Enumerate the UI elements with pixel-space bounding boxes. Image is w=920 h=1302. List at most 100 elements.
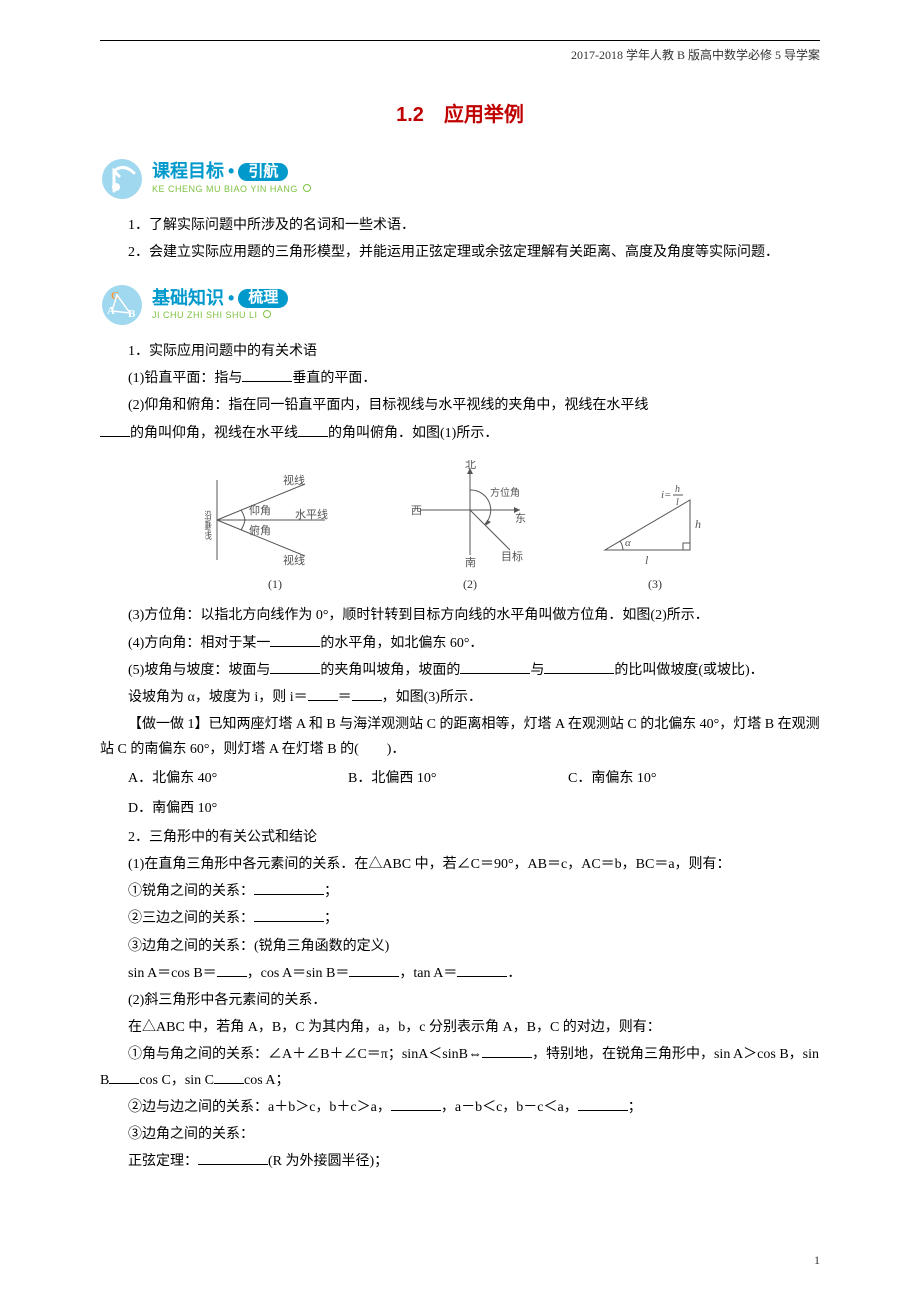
text: 正弦定理：	[128, 1154, 198, 1169]
svg-text:南: 南	[465, 556, 476, 569]
text: ，如图(3)所示．	[382, 690, 482, 705]
text: ；	[324, 884, 338, 899]
sec2-q4: 正弦定理： (R 为外接圆半径)；	[100, 1149, 820, 1174]
sec1-p6: 设坡角为 α，坡度为 i，则 i＝ ＝ ，如图(3)所示．	[100, 685, 820, 710]
banner-goals-cn: 课程目标	[152, 162, 224, 182]
blank	[308, 687, 338, 701]
banner-basics-icon: C A B	[100, 283, 144, 327]
blank	[109, 1070, 139, 1084]
svg-text:俯角: 俯角	[249, 523, 271, 537]
sec1-p4: (4)方向角：相对于某一的水平角，如北偏东 60°．	[100, 631, 820, 656]
text: (2)仰角和俯角：指在同一铅直平面内，目标视线与水平视线的夹角中，视线在水平线	[128, 398, 648, 413]
text: ＝	[338, 690, 352, 705]
option-d: D．南偏西 10°	[128, 796, 348, 821]
exercise-1-stem: 【做一做 1】已知两座灯塔 A 和 B 与海洋观测站 C 的距离相等，灯塔 A …	[100, 712, 820, 762]
banner-goals-text: 课程目标 • 引航 KE CHENG MU BIAO YIN HANG	[152, 162, 311, 195]
sec2-l4: sin A＝cos B＝，cos A＝sin B＝，tan A＝．	[100, 961, 820, 986]
blank	[254, 881, 324, 895]
sec1-p2-cont: 的角叫仰角，视线在水平线 的角叫俯角．如图(1)所示．	[100, 421, 820, 446]
text: ①锐角之间的关系：	[128, 884, 254, 899]
header-rule	[100, 40, 820, 41]
sec2-q2: ②边与边之间的关系：a＋b＞c，b＋c＞a， ，a－b＜c，b－c＜a， ；	[100, 1095, 820, 1120]
sec2-p3: 在△ABC 中，若角 A，B，C 为其内角，a，b，c 分别表示角 A，B，C …	[100, 1015, 820, 1040]
banner-goals-pinyin: KE CHENG MU BIAO YIN HANG	[152, 184, 298, 194]
blank	[100, 423, 130, 437]
sec2-l1: ①锐角之间的关系： ；	[100, 879, 820, 904]
option-c: C．南偏东 10°	[568, 766, 788, 791]
blank	[198, 1151, 268, 1165]
svg-text:B: B	[128, 308, 136, 320]
svg-text:l: l	[676, 497, 679, 508]
text: ①角与角之间的关系：∠A＋∠B＋∠C＝π；sinA＜sinB⇔	[128, 1047, 482, 1062]
text: 垂直的平面．	[292, 371, 376, 386]
running-head: 2017-2018 学年人教 B 版高中数学必修 5 导学案	[100, 45, 820, 67]
text: 的水平角，如北偏东 60°．	[320, 636, 483, 651]
sec2-heading: 2．三角形中的有关公式和结论	[100, 825, 820, 850]
figure-3-caption: (3)	[595, 574, 715, 596]
blank	[349, 963, 399, 977]
sec2-p2: (2)斜三角形中各元素间的关系．	[100, 988, 820, 1013]
text: 的角叫俯角．如图(1)所示．	[328, 426, 498, 441]
svg-text:l: l	[645, 553, 649, 567]
goal-2: 2．会建立实际应用题的三角形模型，并能运用正弦定理或余弦定理解有关距离、高度及角…	[100, 240, 820, 265]
svg-text:目标: 目标	[501, 549, 523, 563]
text: cos C，sin C	[139, 1073, 214, 1088]
goal-1: 1．了解实际问题中所涉及的名词和一些术语．	[100, 213, 820, 238]
blank	[214, 1070, 244, 1084]
page-number: 1	[814, 1250, 820, 1272]
blank	[242, 368, 292, 382]
text: 的比叫做坡度(或坡比)．	[614, 663, 763, 678]
svg-text:视线: 视线	[283, 473, 305, 487]
page-title: 1.2 应用举例	[100, 97, 820, 133]
option-b: B．北偏西 10°	[348, 766, 568, 791]
banner-basics: C A B 基础知识 • 梳理 JI CHU ZHI SHI SHU LI	[100, 283, 820, 327]
text: cos A；	[244, 1073, 290, 1088]
text: (5)坡角与坡度：坡面与	[128, 663, 270, 678]
blank	[544, 660, 614, 674]
figure-2: 北 南 西 东 方位角 目标 (2)	[405, 460, 535, 596]
option-a: A．北偏东 40°	[128, 766, 348, 791]
blank	[460, 660, 530, 674]
svg-text:西: 西	[411, 505, 422, 517]
svg-text:北: 北	[465, 460, 476, 471]
text: ②边与边之间的关系：a＋b＞c，b＋c＞a，	[128, 1100, 391, 1115]
text: ；	[324, 911, 338, 926]
svg-text:仰角: 仰角	[249, 503, 271, 517]
banner-basics-pinyin: JI CHU ZHI SHI SHU LI	[152, 310, 258, 320]
blank	[217, 963, 247, 977]
sec1-p5: (5)坡角与坡度：坡面与的夹角叫坡角，坡面的与的比叫做坡度(或坡比)．	[100, 658, 820, 683]
text: ．	[507, 966, 521, 981]
text: 与	[530, 663, 544, 678]
text: 的角叫仰角，视线在水平线	[130, 426, 298, 441]
blank	[254, 908, 324, 922]
blank	[482, 1044, 532, 1058]
blank	[298, 423, 328, 437]
figure-1: 视线 仰角 俯角 水平线 视线 铅垂线 (1)	[205, 470, 345, 596]
banner-basics-text: 基础知识 • 梳理 JI CHU ZHI SHI SHU LI	[152, 289, 288, 322]
text: ；	[628, 1100, 642, 1115]
blank	[391, 1097, 441, 1111]
banner-goals-icon	[100, 157, 144, 201]
text: ，a－b＜c，b－c＜a，	[441, 1100, 578, 1115]
sec2-q1: ①角与角之间的关系：∠A＋∠B＋∠C＝π；sinA＜sinB⇔，特别地，在锐角三…	[100, 1042, 820, 1092]
banner-dot-icon	[263, 310, 271, 318]
text: 设坡角为 α，坡度为 i，则 i＝	[128, 690, 308, 705]
text: ②三边之间的关系：	[128, 911, 254, 926]
sec2-l3: ③边角之间的关系：(锐角三角函数的定义)	[100, 934, 820, 959]
sec2-q3: ③边角之间的关系：	[100, 1122, 820, 1147]
blank	[270, 660, 320, 674]
svg-text:方位角: 方位角	[490, 486, 520, 499]
svg-text:视线: 视线	[283, 553, 305, 567]
text: (1)铅直平面：指与	[128, 371, 242, 386]
banner-goals: 课程目标 • 引航 KE CHENG MU BIAO YIN HANG	[100, 157, 820, 201]
svg-text:h: h	[695, 517, 701, 531]
banner-basics-cn: 基础知识	[152, 289, 224, 309]
figure-1-caption: (1)	[205, 574, 345, 596]
sec1-p2: (2)仰角和俯角：指在同一铅直平面内，目标视线与水平视线的夹角中，视线在水平线	[100, 393, 820, 418]
figure-row: 视线 仰角 俯角 水平线 视线 铅垂线 (1) 北 南 西 东 方位角 目标 (…	[100, 460, 820, 596]
text: (R 为外接圆半径)；	[268, 1154, 388, 1169]
sec2-p1: (1)在直角三角形中各元素间的关系．在△ABC 中，若∠C＝90°，AB＝c，A…	[100, 852, 820, 877]
svg-text:h: h	[675, 484, 680, 495]
text: sin A＝cos B＝	[128, 966, 217, 981]
sec2-l2: ②三边之间的关系： ；	[100, 906, 820, 931]
